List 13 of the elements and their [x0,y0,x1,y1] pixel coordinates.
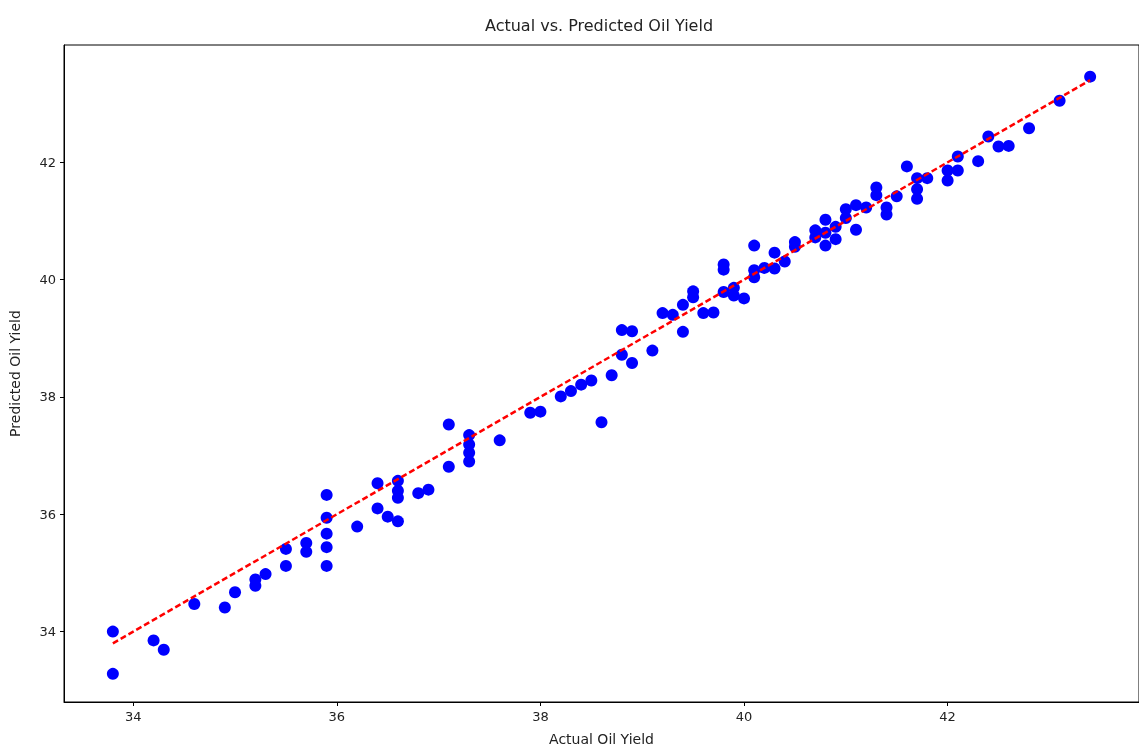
x-tick-label: 40 [735,709,753,724]
y-tick-label: 38 [39,389,56,405]
chart-title: Actual vs. Predicted Oil Yield [484,15,714,35]
y-tick-label: 36 [39,506,56,522]
x-tick-label: 42 [939,709,956,724]
y-axis-title: Predicted Oil Yield [7,310,23,437]
y-tick-label: 42 [39,154,56,170]
x-tick-label: 34 [124,709,142,724]
x-tick-label: 38 [532,709,549,724]
y-tick-label: 34 [39,624,56,640]
x-axis-title: Actual Oil Yield [549,731,654,747]
y-tick-label: 40 [39,272,56,288]
x-tick-label: 36 [328,709,346,724]
